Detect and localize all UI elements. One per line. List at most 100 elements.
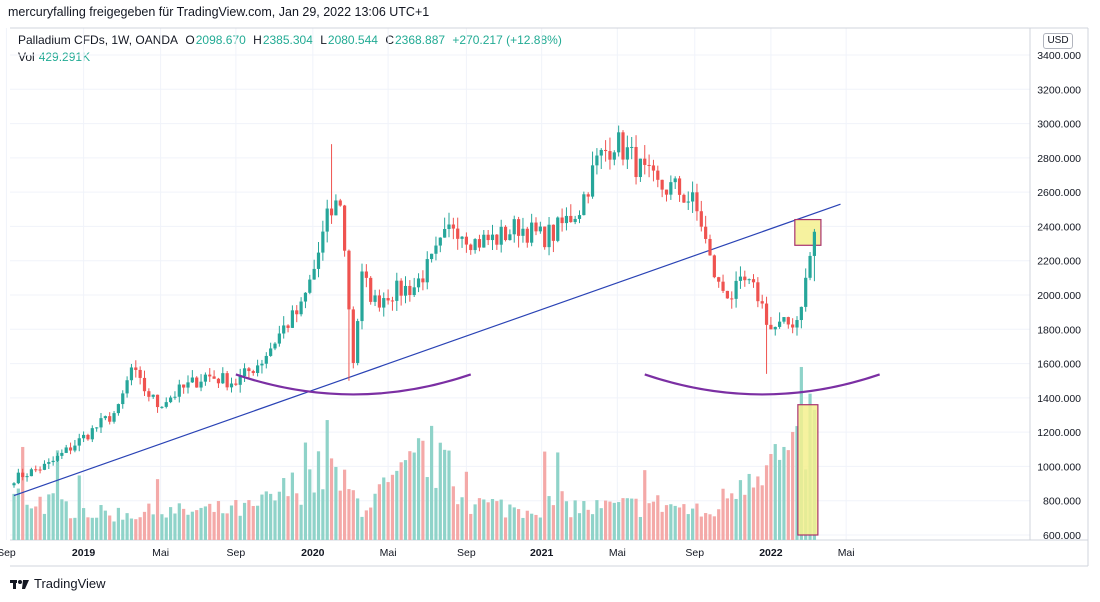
candle [543,226,547,250]
volume-bar [556,452,560,540]
volume-bar [273,500,277,540]
candle [586,192,590,204]
candle [717,276,721,288]
candle-body [16,472,20,484]
volume-bar [651,501,656,540]
candle [82,431,86,443]
candle [643,145,647,175]
candle [486,229,490,246]
price-tick-label: 1000.000 [1037,461,1081,473]
volume-bar [747,473,751,540]
candle [125,376,129,398]
candle [747,278,751,285]
volume-bar [725,498,729,540]
volume-bar [55,450,60,540]
candle-body [691,192,695,202]
candle-body [138,369,142,378]
candle [638,158,642,182]
candle-body [621,132,625,160]
candle [351,306,355,369]
volume-bar [47,494,51,540]
candle-body [399,280,403,296]
candle [708,234,712,256]
candle-body [569,215,573,223]
candle [134,360,138,378]
volume-bar [482,499,486,540]
volume-bar [621,498,625,540]
volume-bar [286,496,290,540]
candle [556,216,560,243]
candle [477,234,482,252]
volume-bar [590,514,595,540]
candle [238,368,242,393]
volume-bar [90,517,94,540]
candle [38,466,42,474]
volume-bar [164,517,168,540]
time-tick-label: Mai [609,547,626,559]
candle-body [525,228,529,243]
low-key: L [320,33,327,47]
symbol-label[interactable]: Palladium CFDs, 1W, OANDA [18,33,179,47]
volume-bar [173,513,177,540]
candle [503,225,508,242]
candle-body [808,255,812,278]
candle-body [82,434,86,439]
volume-bar [86,517,90,540]
tradingview-logo-icon [10,577,30,591]
volume-bar [64,501,68,540]
candle [660,179,664,198]
candle [438,237,442,253]
candle [282,316,286,339]
candle [229,377,234,393]
time-tick-label: 2021 [530,547,554,559]
candle [621,130,625,166]
candle [173,391,177,400]
candle [751,274,756,288]
candle [599,148,603,169]
candle-body [521,228,525,236]
candle [795,316,799,336]
volume-bar [604,500,608,540]
candle-body [612,152,616,160]
volume-bar [360,516,364,540]
candle [242,363,247,382]
price-tick-label: 2000.000 [1037,290,1081,302]
volume-bar [686,514,690,540]
candle-body [577,215,582,219]
candle-body [303,292,308,302]
high-key: H [253,33,262,47]
candle-body [499,226,503,245]
candle [247,367,251,379]
candle [608,137,612,170]
candle-body [256,365,260,373]
candle-body [638,158,642,178]
currency-button[interactable]: USD [1043,33,1073,49]
candle-body [416,278,421,288]
candle [42,460,47,471]
candle-body [660,179,664,190]
candle-body [212,376,216,379]
volume-bar [238,515,242,540]
candle-body [556,217,560,241]
volume-bar [377,484,381,540]
candle [421,270,425,291]
candle [225,370,229,391]
volume-bar [503,517,508,540]
candle-body [717,277,721,282]
candle [725,290,729,299]
candle-body [564,215,569,224]
volume-bar [129,518,134,540]
volume-bar [256,505,260,540]
candle [303,292,308,309]
volume-bar [577,513,582,540]
volume-bar [29,508,33,540]
candle-body [34,469,38,471]
candle [804,268,808,312]
volume-bar [782,446,786,540]
candle-body [382,298,386,308]
candle-body [782,317,786,322]
volume-bar [669,504,673,540]
candle-body [369,277,373,302]
candle [382,292,386,317]
